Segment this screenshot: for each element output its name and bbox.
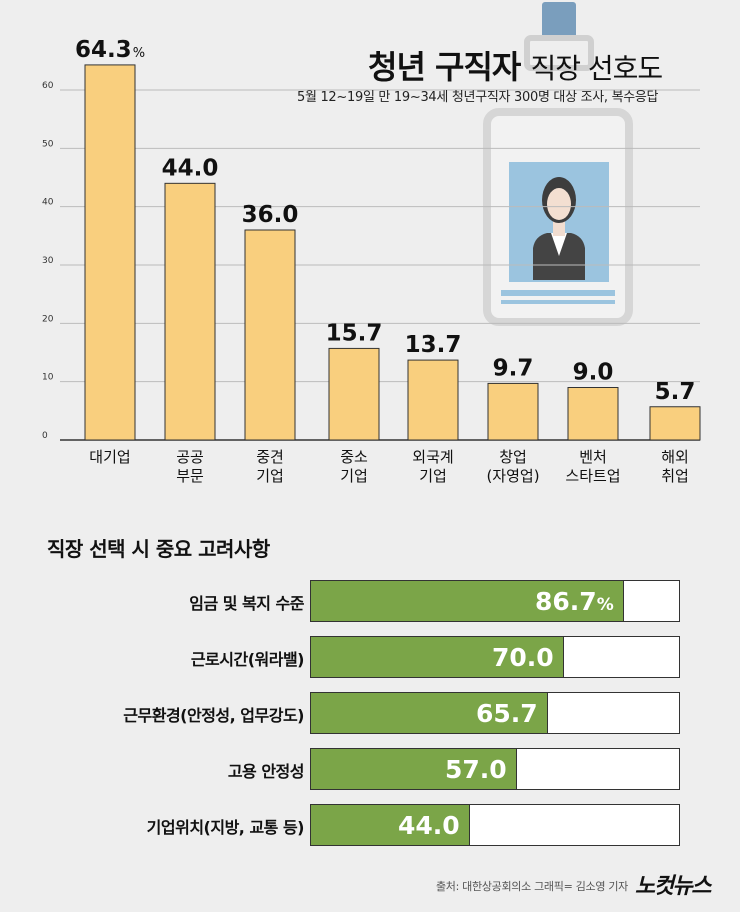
bar (407, 359, 459, 441)
y-tick-label: 50 (42, 139, 54, 149)
bar (328, 347, 380, 441)
x-category-label: 외국계 기업 (412, 448, 453, 485)
x-category-label: 중소 기업 (340, 448, 368, 485)
y-tick-label: 10 (42, 373, 54, 383)
section-title-factors: 직장 선택 시 중요 고려사항 (47, 537, 270, 561)
factor-label: 근로시간(워라밸) (190, 650, 305, 669)
factor-value-label: 44.0 (398, 811, 460, 840)
factor-label: 고용 안정성 (227, 762, 305, 781)
factor-row: 임금 및 복지 수준 86.7% (0, 580, 740, 622)
x-category-label: 대기업 (89, 448, 130, 466)
y-tick-label: 0 (42, 431, 48, 441)
factor-bar (311, 581, 624, 621)
factor-label: 기업위치(지방, 교통 등) (146, 818, 305, 837)
y-tick-label: 40 (42, 198, 54, 208)
chart-title: 청년 구직자 직장 선호도 (368, 48, 663, 86)
bar-value-label: 36.0 (242, 202, 299, 228)
factor-value-label: 86.7% (535, 587, 614, 616)
factor-bar (311, 749, 517, 789)
factor-row: 근로시간(워라밸) 70.0 (0, 636, 740, 678)
factor-value-label: 65.7 (476, 699, 538, 728)
news-logo: 노컷뉴스 (635, 874, 711, 899)
source-credit: 출처: 대한상공회의소 그래픽= 김소영 기자 (435, 880, 628, 893)
factor-bar (311, 805, 470, 845)
factor-value-label: 70.0 (492, 643, 554, 672)
y-tick-label: 20 (42, 314, 54, 324)
factor-bar-track: 65.7 (310, 692, 680, 734)
x-category-label: 공공 부문 (176, 448, 204, 485)
factor-row: 근무환경(안정성, 업무강도) 65.7 (0, 692, 740, 734)
factor-value-label: 57.0 (445, 755, 507, 784)
factor-bar-track: 86.7% (310, 580, 680, 622)
x-category-label: 벤처 스타트업 (565, 448, 620, 485)
x-category-label: 해외 취업 (661, 448, 689, 485)
x-category-label: 창업 (자영업) (486, 448, 539, 485)
bar-value-label: 13.7 (405, 332, 462, 358)
factor-bar-track: 57.0 (310, 748, 680, 790)
vertical-bar-chart: 0 10 20 30 40 50 60 64.3% 대기업 44.0 공공 부문 36.0 중견 기업 15… (42, 2, 701, 485)
badge-clip-icon (542, 2, 576, 38)
y-tick-label: 60 (42, 81, 54, 91)
bar (244, 229, 296, 441)
factor-bar (311, 693, 548, 733)
bar-value-label: 15.7 (326, 320, 383, 346)
chart-subtitle: 5월 12~19일 만 19~34세 청년구직자 300명 대상 조사, 복수응… (297, 90, 659, 105)
factor-bar-track: 44.0 (310, 804, 680, 846)
bar-value-label: 44.0 (162, 155, 219, 181)
bar (487, 382, 539, 441)
factor-row: 고용 안정성 57.0 (0, 748, 740, 790)
bar (84, 64, 136, 441)
factor-bar (311, 637, 564, 677)
id-badge-illustration (483, 2, 633, 326)
bar-value-label: 5.7 (655, 379, 696, 405)
bar (649, 406, 701, 441)
factor-row: 기업위치(지방, 교통 등) 44.0 (0, 804, 740, 846)
bar-value-label: 64.3% (75, 37, 145, 63)
factor-bar-track: 70.0 (310, 636, 680, 678)
bar (164, 182, 216, 441)
bar-value-label: 9.0 (573, 360, 614, 386)
y-tick-label: 30 (42, 256, 54, 266)
bar-value-label: 9.7 (493, 355, 534, 381)
factor-label: 근무환경(안정성, 업무강도) (123, 706, 304, 725)
bar (567, 387, 619, 441)
x-category-label: 중견 기업 (256, 448, 284, 485)
factor-label: 임금 및 복지 수준 (189, 594, 304, 613)
